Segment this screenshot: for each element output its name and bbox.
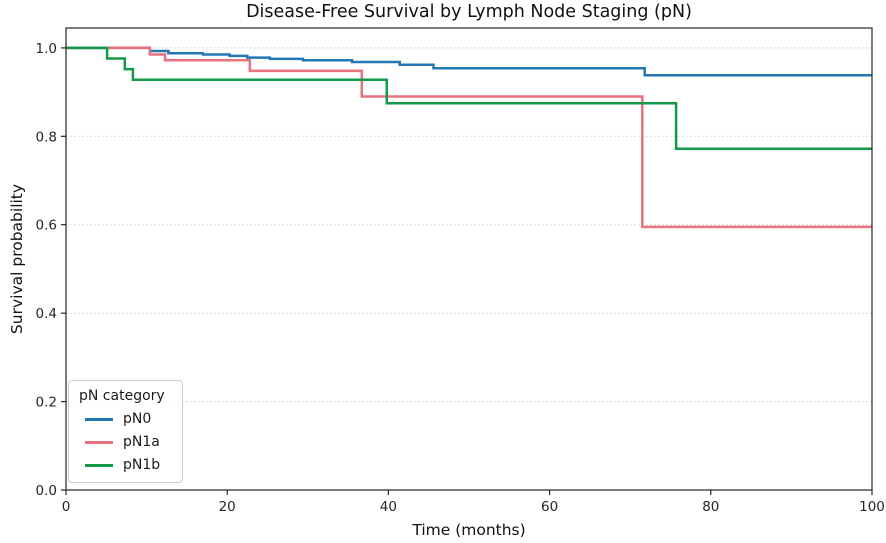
y-gridlines bbox=[66, 47, 872, 403]
x-tick-label-20: 20 bbox=[219, 499, 236, 515]
legend-swatch-pN1a bbox=[85, 440, 113, 444]
x-tick-label-60: 60 bbox=[541, 499, 558, 515]
legend-item-pN1b: pN1b bbox=[79, 457, 172, 473]
chart-title: Disease-Free Survival by Lymph Node Stag… bbox=[246, 2, 692, 22]
x-tick-label-40: 40 bbox=[380, 499, 397, 515]
legend-item-pN1a: pN1a bbox=[79, 434, 172, 450]
legend-title: pN category bbox=[79, 388, 165, 404]
legend-swatch-pN1b bbox=[85, 463, 113, 467]
y-tick-label-0.8: 0.8 bbox=[36, 129, 57, 145]
legend-label-pN0: pN0 bbox=[123, 411, 152, 427]
legend-item-pN0: pN0 bbox=[79, 411, 172, 427]
series-curve-pN0 bbox=[66, 46, 872, 77]
y-tick-label-1.0: 1.0 bbox=[36, 41, 57, 57]
x-tick-label-100: 100 bbox=[859, 499, 885, 515]
axis-ticks: 0 20 40 60 80 100 0.0 0.2 0.4 0.6 0.8 1.0 bbox=[36, 41, 885, 515]
series-curve-pN1b bbox=[66, 46, 872, 150]
x-tick-label-0: 0 bbox=[62, 499, 71, 515]
legend: pN category pN0 pN1a pN1b bbox=[68, 380, 183, 483]
y-axis-label: Survival probability bbox=[8, 183, 26, 335]
x-tick-label-80: 80 bbox=[702, 499, 719, 515]
x-axis-label: Time (months) bbox=[412, 521, 526, 539]
y-tick-label-0.0: 0.0 bbox=[36, 483, 57, 499]
y-tick-label-0.2: 0.2 bbox=[36, 395, 57, 411]
y-tick-label-0.4: 0.4 bbox=[36, 306, 57, 322]
plot-border bbox=[65, 27, 873, 491]
y-tick-label-0.6: 0.6 bbox=[36, 218, 57, 234]
legend-label-pN1a: pN1a bbox=[123, 434, 160, 450]
legend-swatch-pN0 bbox=[85, 417, 113, 421]
series-curve-pN1a bbox=[66, 46, 872, 229]
legend-label-pN1b: pN1b bbox=[123, 457, 161, 473]
